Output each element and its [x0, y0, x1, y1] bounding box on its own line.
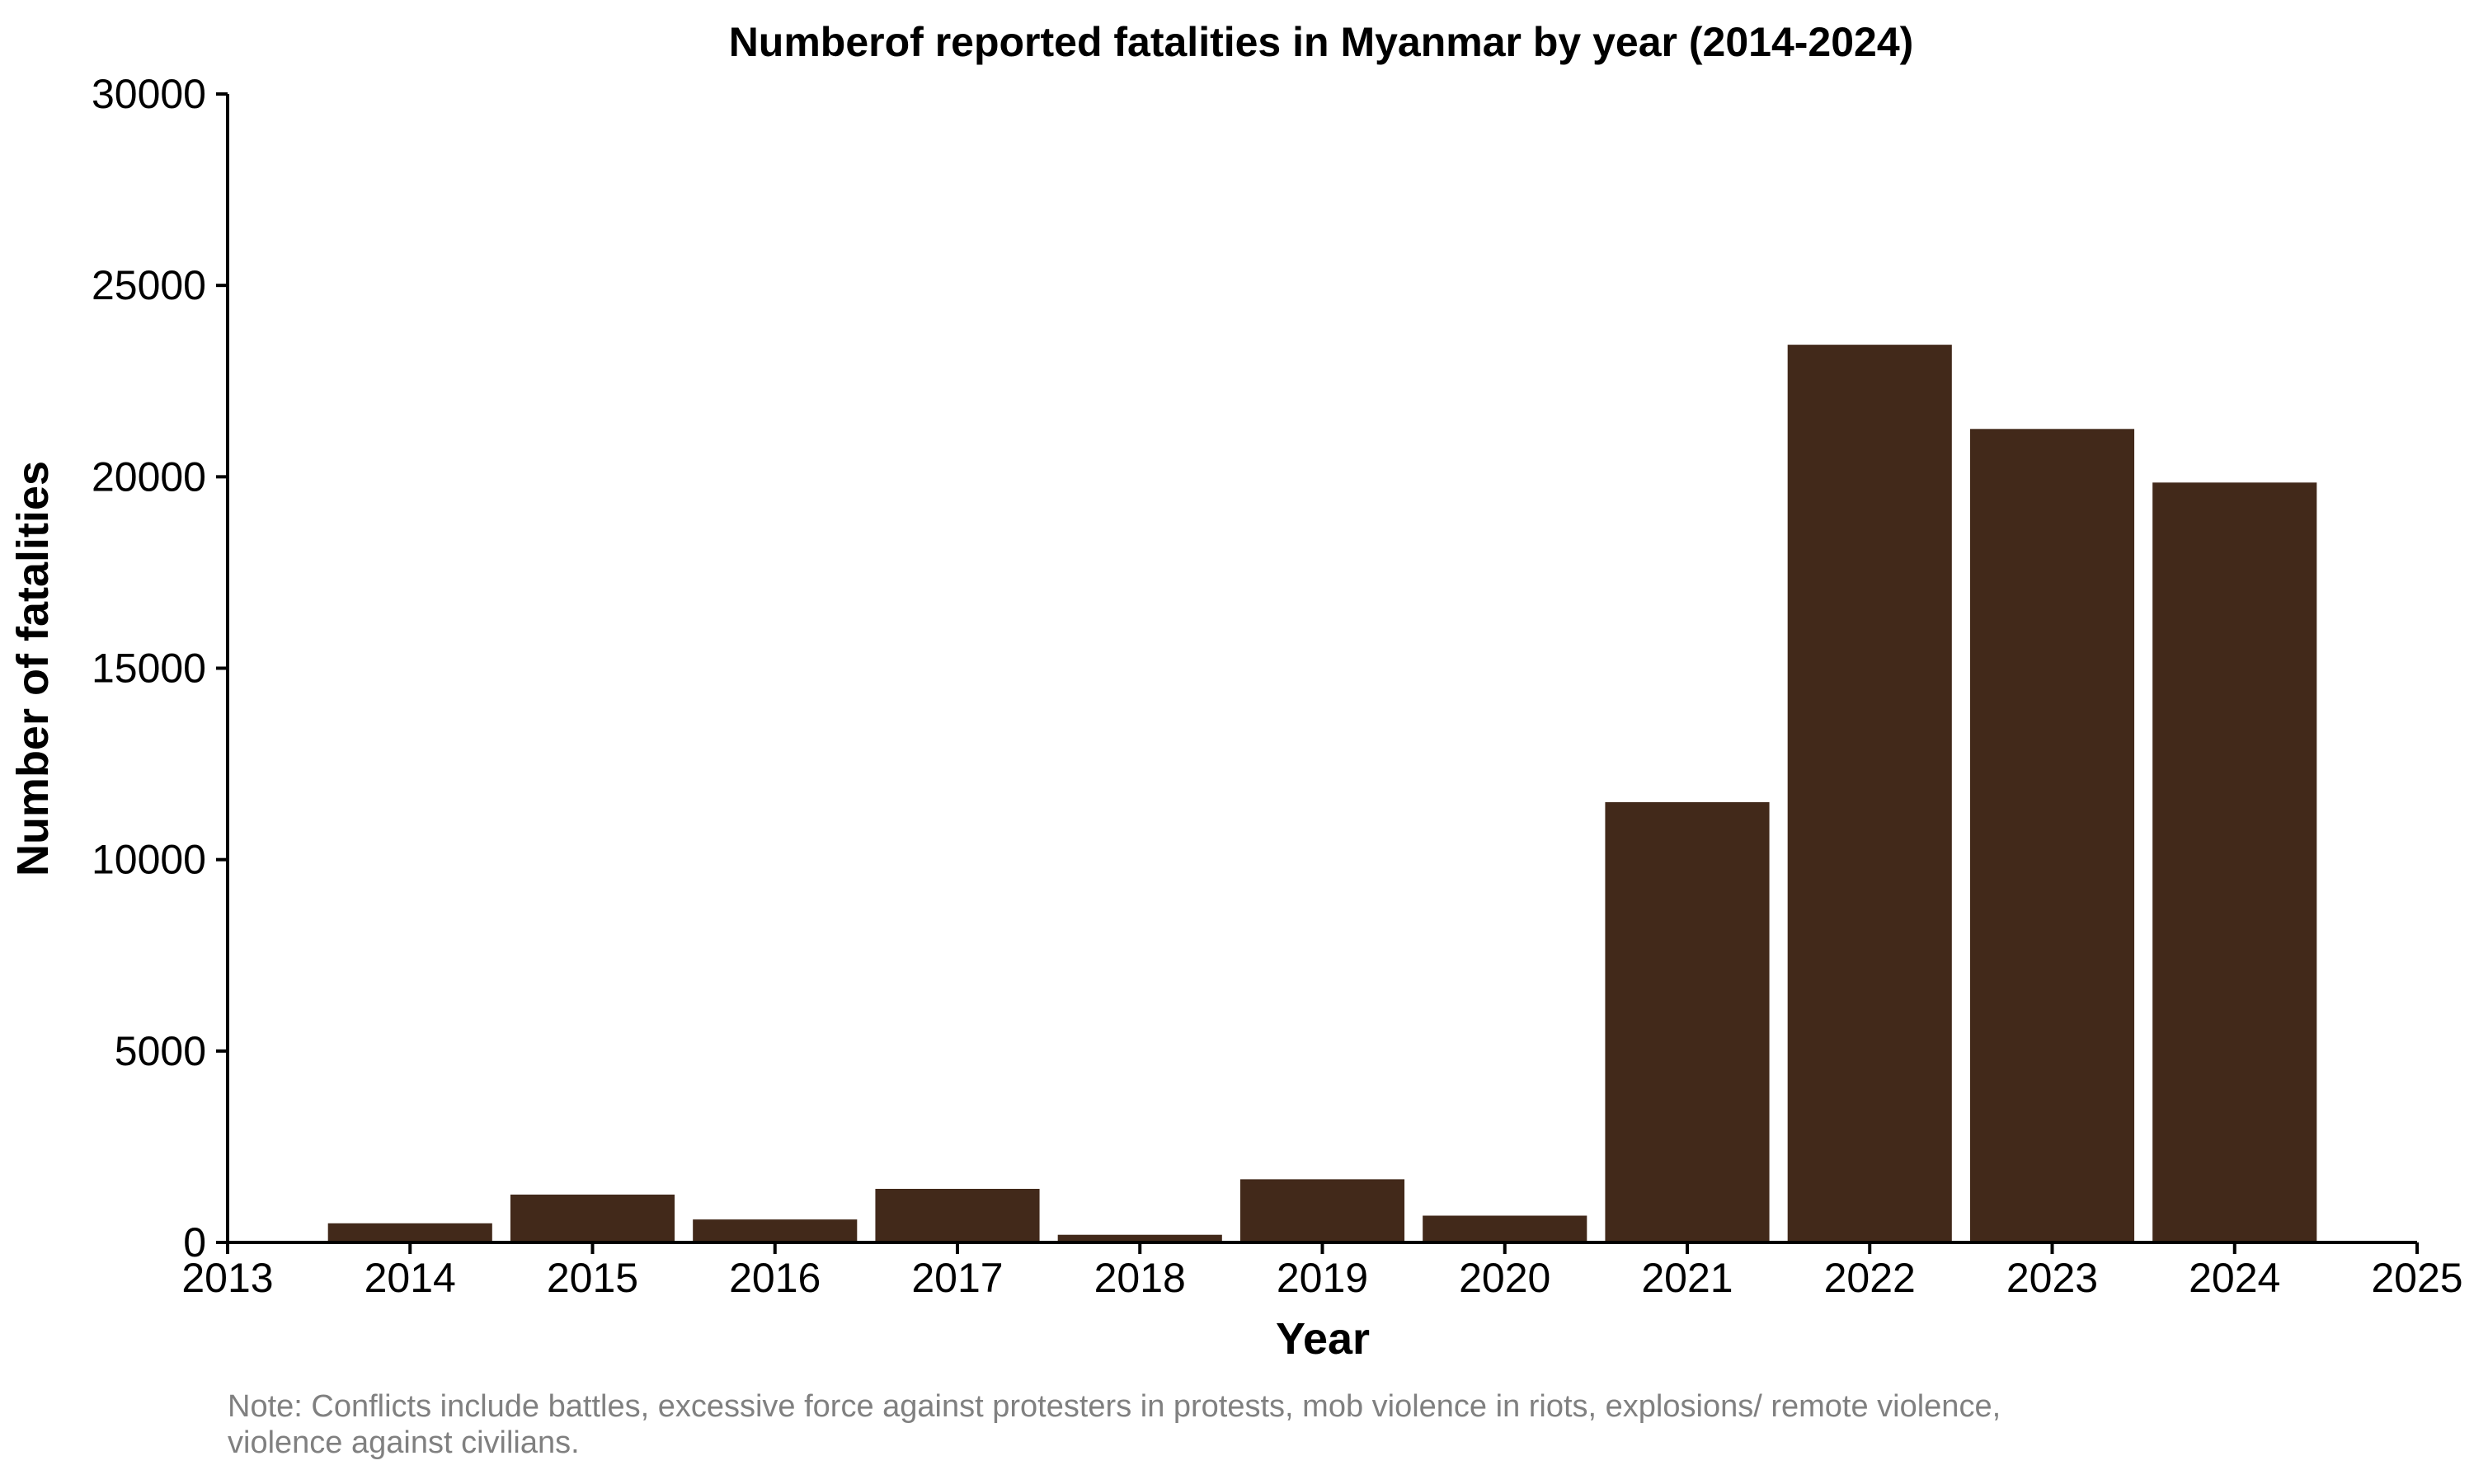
x-tick-label: 2015 [547, 1255, 638, 1301]
bar-2014 [327, 1223, 492, 1242]
bar-2021 [1605, 802, 1770, 1242]
x-tick-label: 2022 [1824, 1255, 1916, 1301]
x-tick-label: 2018 [1094, 1255, 1186, 1301]
note-line-2: violence against civilians. [228, 1425, 580, 1460]
x-tick-label: 2014 [365, 1255, 456, 1301]
y-tick-label: 5000 [115, 1028, 206, 1074]
chart-title: Numberof reported fatalities in Myanmar … [729, 19, 1914, 65]
x-tick-label: 2023 [2006, 1255, 2098, 1301]
y-tick-label: 10000 [92, 837, 206, 883]
y-tick-label: 25000 [92, 262, 206, 308]
bar-2022 [1787, 345, 1952, 1243]
y-tick-label: 15000 [92, 646, 206, 692]
y-tick-label: 30000 [92, 71, 206, 117]
bar-2023 [1969, 429, 2135, 1242]
bar-2016 [693, 1219, 858, 1242]
bar-2020 [1423, 1215, 1587, 1242]
x-tick-label: 2024 [2189, 1255, 2280, 1301]
y-tick-label: 0 [183, 1219, 206, 1266]
x-ticks-group: 2013 2014 2015 2016 2017 2018 2019 2020 2021 2022… [181, 1242, 2463, 1301]
bar-2018 [1057, 1234, 1222, 1242]
x-tick-label: 2019 [1277, 1255, 1368, 1301]
bars-group [327, 345, 2317, 1243]
x-tick-label: 2025 [2371, 1255, 2462, 1301]
x-axis-label: Year [1276, 1314, 1370, 1364]
x-tick-label: 2016 [729, 1255, 821, 1301]
x-tick-label: 2021 [1641, 1255, 1733, 1301]
note-line-1: Note: Conflicts include battles, excessi… [228, 1389, 2001, 1424]
y-ticks-group: 0 5000 10000 15000 20000 25000 30000 [92, 71, 228, 1266]
bar-2024 [2152, 482, 2317, 1242]
bar-2017 [875, 1188, 1040, 1242]
x-tick-label: 2013 [181, 1255, 273, 1301]
x-tick-label: 2020 [1459, 1255, 1550, 1301]
x-tick-label: 2017 [911, 1255, 1003, 1301]
bar-2019 [1239, 1179, 1405, 1242]
bar-2015 [510, 1194, 675, 1242]
y-tick-label: 20000 [92, 453, 206, 500]
y-axis-label: Number of fatalities [8, 461, 58, 876]
